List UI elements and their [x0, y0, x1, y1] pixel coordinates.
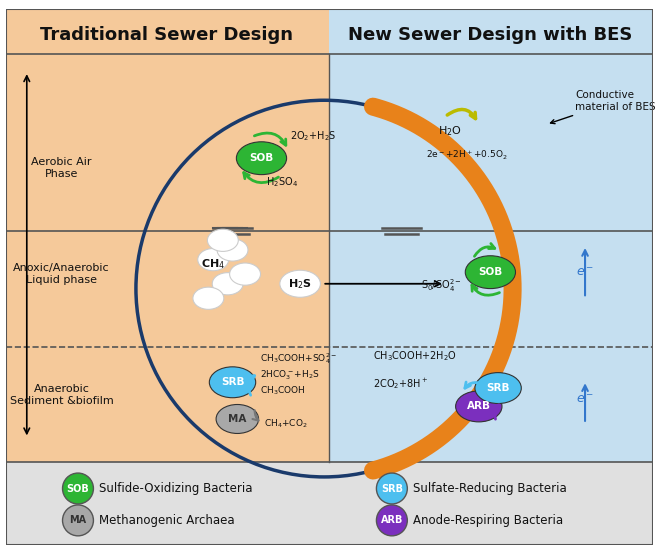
Text: Conductive
material of BES: Conductive material of BES — [551, 90, 656, 124]
Text: Aerobic Air
Phase: Aerobic Air Phase — [31, 157, 92, 178]
Text: Anoxic/Anaerobic
Liquid phase: Anoxic/Anaerobic Liquid phase — [13, 263, 110, 285]
Text: SRB: SRB — [486, 383, 510, 393]
Circle shape — [62, 505, 93, 536]
Text: SOB: SOB — [478, 267, 502, 277]
Ellipse shape — [212, 273, 243, 295]
Text: Sulfate-Reducing Bacteria: Sulfate-Reducing Bacteria — [413, 482, 567, 495]
Text: MA: MA — [70, 515, 86, 525]
Text: H$_2$O: H$_2$O — [438, 124, 462, 138]
Text: MA: MA — [228, 414, 247, 424]
Text: ARB: ARB — [467, 402, 491, 412]
Text: Traditional Sewer Design: Traditional Sewer Design — [40, 25, 293, 44]
Ellipse shape — [237, 142, 287, 175]
Text: ARB: ARB — [381, 515, 403, 525]
Ellipse shape — [198, 249, 228, 271]
Ellipse shape — [280, 270, 320, 297]
Text: CH$_3$COOH: CH$_3$COOH — [259, 385, 306, 397]
Ellipse shape — [209, 367, 256, 398]
FancyBboxPatch shape — [329, 9, 653, 463]
Text: 2O$_2$+H$_2$S: 2O$_2$+H$_2$S — [291, 129, 337, 143]
Ellipse shape — [230, 263, 261, 285]
Text: S$_0$/SO$_4^{2-}$: S$_0$/SO$_4^{2-}$ — [421, 277, 462, 294]
Text: Anode-Respiring Bacteria: Anode-Respiring Bacteria — [413, 514, 563, 527]
Text: Anaerobic
Sediment &biofilm: Anaerobic Sediment &biofilm — [9, 384, 113, 406]
Text: Sulfide-Oxidizing Bacteria: Sulfide-Oxidizing Bacteria — [99, 482, 253, 495]
Text: CH$_4$: CH$_4$ — [201, 258, 225, 271]
Ellipse shape — [465, 256, 515, 289]
Ellipse shape — [216, 404, 259, 433]
Text: 2HCO$_3^-$+H$_2$S: 2HCO$_3^-$+H$_2$S — [259, 368, 320, 382]
Text: New Sewer Design with BES: New Sewer Design with BES — [348, 25, 632, 44]
Ellipse shape — [217, 239, 248, 261]
Text: SOB: SOB — [66, 484, 89, 494]
Text: 2e$^-$+2H$^+$+0.5O$_2$: 2e$^-$+2H$^+$+0.5O$_2$ — [425, 148, 508, 162]
Text: e$^-$: e$^-$ — [576, 266, 594, 279]
Ellipse shape — [208, 229, 239, 252]
Text: CH$_4$+CO$_2$: CH$_4$+CO$_2$ — [265, 418, 308, 430]
Text: e$^-$: e$^-$ — [576, 393, 594, 406]
Text: 2CO$_2$+8H$^+$: 2CO$_2$+8H$^+$ — [373, 376, 428, 391]
FancyBboxPatch shape — [5, 9, 329, 463]
Ellipse shape — [193, 287, 224, 309]
Text: H$_2$S: H$_2$S — [288, 277, 312, 291]
Ellipse shape — [456, 391, 502, 422]
Circle shape — [377, 473, 407, 504]
Text: CH$_3$COOH+SO$_4^{2-}$: CH$_3$COOH+SO$_4^{2-}$ — [259, 351, 336, 366]
Text: Methanogenic Archaea: Methanogenic Archaea — [99, 514, 235, 527]
Text: SRB: SRB — [220, 377, 245, 387]
Text: CH$_3$COOH+2H$_2$O: CH$_3$COOH+2H$_2$O — [373, 349, 456, 363]
Text: SRB: SRB — [381, 484, 403, 494]
Text: H$_2$SO$_4$: H$_2$SO$_4$ — [266, 175, 298, 189]
Circle shape — [377, 505, 407, 536]
FancyBboxPatch shape — [5, 463, 653, 545]
Circle shape — [62, 473, 93, 504]
Ellipse shape — [475, 373, 521, 403]
Text: SOB: SOB — [249, 153, 273, 163]
